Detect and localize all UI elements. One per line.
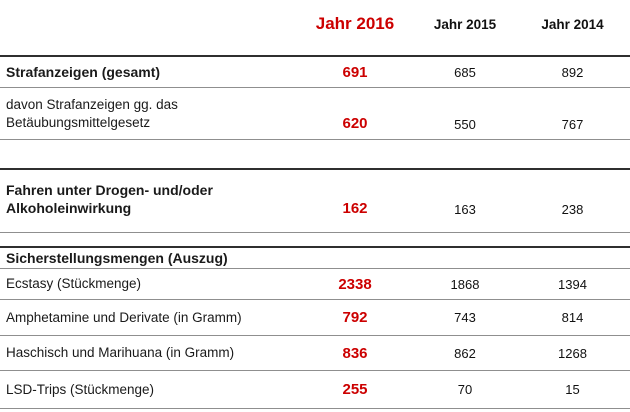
table-row: Amphetamine und Derivate (in Gramm) 792 … [0, 300, 630, 336]
value-2015: 862 [454, 345, 476, 361]
row-label: Strafanzeigen (gesamt) [6, 64, 161, 80]
spacer [0, 233, 630, 246]
column-header-2014: Jahr 2014 [541, 17, 604, 32]
table-header-row: Jahr 2016 Jahr 2015 Jahr 2014 [0, 0, 630, 55]
value-2014: 15 [565, 382, 580, 397]
value-2016: 836 [342, 344, 368, 362]
row-label-line1: davon Strafanzeigen gg. das [6, 97, 178, 112]
table-row: davon Strafanzeigen gg. das Betäubungsmi… [0, 88, 630, 140]
value-2015: 685 [454, 64, 476, 80]
value-2015: 1868 [450, 276, 480, 292]
table-row: Fahren unter Drogen- und/oder Alkoholein… [0, 168, 630, 233]
table-row: Strafanzeigen (gesamt) 691 685 892 [0, 55, 630, 88]
column-header-2016: Jahr 2016 [315, 14, 395, 33]
value-2016: 620 [342, 115, 368, 132]
section-title: Sicherstellungsmengen (Auszug) [6, 250, 228, 266]
row-label: Fahren unter Drogen- und/oder Alkoholein… [0, 181, 300, 217]
table-row: Ecstasy (Stückmenge) 2338 1868 1394 [0, 269, 630, 300]
value-2015: 743 [454, 310, 476, 325]
value-2014: 814 [561, 310, 584, 325]
table-row: LSD-Trips (Stückmenge) 255 70 15 [0, 371, 630, 409]
row-label-line1: Fahren unter Drogen- und/oder [6, 182, 213, 198]
row-label: Amphetamine und Derivate (in Gramm) [6, 309, 242, 325]
value-2014: 767 [561, 117, 584, 132]
value-2016: 2338 [338, 275, 372, 293]
row-label-line2: Betäubungsmittelgesetz [6, 115, 151, 130]
value-2016: 792 [342, 309, 368, 326]
spacer [0, 140, 630, 168]
value-2015: 70 [457, 382, 473, 397]
value-2016: 255 [342, 381, 368, 398]
value-2016: 162 [342, 200, 368, 217]
row-label: Ecstasy (Stückmenge) [6, 276, 142, 291]
section-header-row: Sicherstellungsmengen (Auszug) [0, 246, 630, 269]
value-2014: 892 [561, 64, 584, 80]
value-2014: 1394 [558, 276, 587, 292]
table-row: Haschisch und Marihuana (in Gramm) 836 8… [0, 336, 630, 371]
value-2015: 550 [454, 117, 476, 132]
row-label: Haschisch und Marihuana (in Gramm) [6, 345, 235, 360]
value-2014: 1268 [558, 345, 587, 361]
column-header-2015: Jahr 2015 [433, 17, 497, 32]
value-2015: 163 [454, 202, 476, 217]
value-2016: 691 [342, 63, 368, 81]
row-label: LSD-Trips (Stückmenge) [6, 381, 155, 397]
value-2014: 238 [561, 202, 584, 217]
row-label-line2: Alkoholeinwirkung [6, 200, 132, 216]
row-label: davon Strafanzeigen gg. das Betäubungsmi… [0, 96, 300, 132]
